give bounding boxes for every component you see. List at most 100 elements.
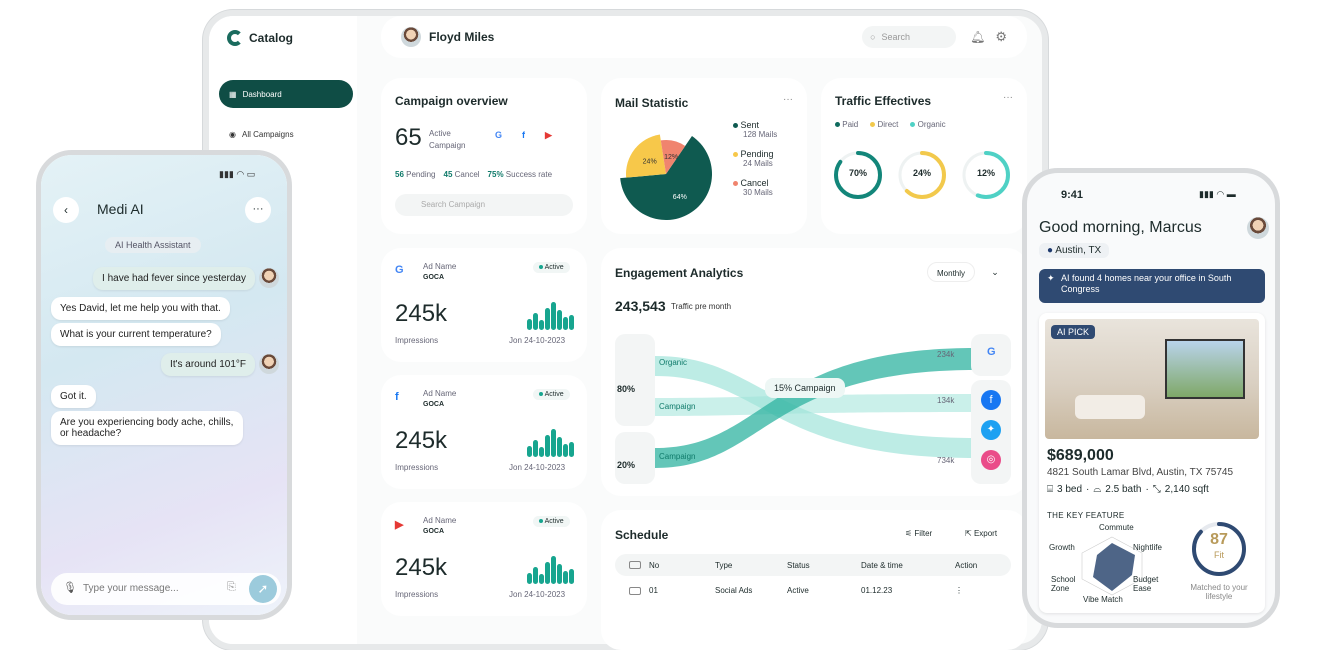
attach-icon[interactable]: ⎘ <box>227 581 236 593</box>
more-icon[interactable]: ··· <box>245 197 271 223</box>
greeting: Good morning, Marcus <box>1039 219 1202 236</box>
row-more-icon[interactable]: ⋮ <box>955 586 963 595</box>
brand[interactable]: Catalog <box>227 30 293 46</box>
period-select[interactable]: Monthly <box>927 262 975 282</box>
more-icon[interactable]: ··· <box>783 94 793 105</box>
bell-icon[interactable]: 🔔︎ <box>970 30 986 44</box>
chat-message: Are you experiencing body ache, chills, … <box>51 411 243 445</box>
mini-bar <box>551 302 556 330</box>
user-name: Floyd Miles <box>429 30 495 44</box>
mini-bar-chart <box>527 427 575 457</box>
radar-label: Budget Ease <box>1133 575 1159 593</box>
back-icon[interactable]: ‹ <box>53 197 79 223</box>
row-checkbox[interactable] <box>629 586 641 595</box>
bath-icon: ⌓ <box>1093 484 1102 495</box>
schedule-card: Schedule ⚟ Filter ⇱ Export No Type Statu… <box>601 510 1027 650</box>
card-title: Mail Statistic <box>615 96 689 110</box>
status-icons: ▮▮▮ ◠ ▬ <box>1199 189 1236 199</box>
radar-label: Nightlife <box>1133 543 1162 552</box>
export-button[interactable]: ⇱ Export <box>957 524 1006 543</box>
more-icon[interactable]: ··· <box>1003 92 1013 103</box>
dribbble-icon[interactable]: ◎ <box>981 450 1001 470</box>
twitter-icon[interactable]: ✦ <box>981 420 1001 440</box>
sidebar-item-all-campaigns[interactable]: ◉ All Campaigns <box>219 120 353 148</box>
mini-bar-chart <box>527 554 575 584</box>
legend-dot <box>835 122 840 127</box>
ad-card[interactable]: ▶ Ad Name GOCA Active 245k Impressions J… <box>381 502 587 616</box>
top-bar: Floyd Miles ○ Search 🔔︎ ⚙ <box>381 16 1027 58</box>
sidebar-item-label: All Campaigns <box>241 129 294 139</box>
facebook-icon[interactable]: f <box>522 130 526 140</box>
search-campaign-placeholder: Search Campaign <box>421 200 486 209</box>
google-icon[interactable]: G <box>495 130 503 140</box>
location-chip[interactable]: ● Austin, TX <box>1039 243 1110 258</box>
filter-icon: ⚟ <box>905 529 915 538</box>
impressions-label: Impressions <box>395 336 439 345</box>
radar-label: Commute <box>1099 523 1134 532</box>
search-campaign-input[interactable]: Search Campaign <box>395 194 573 216</box>
col-no[interactable]: No <box>649 560 660 570</box>
legend-item: Paid <box>835 120 858 129</box>
chat-message: Yes David, let me help you with that. <box>51 297 230 320</box>
chevron-down-icon[interactable]: ⌄ <box>991 267 999 277</box>
legend-dot <box>733 181 738 186</box>
ai-banner[interactable]: ✦ AI found 4 homes near your office in So… <box>1039 269 1265 303</box>
bed-icon: ⌸ <box>1047 484 1053 495</box>
flow-label: Campaign <box>659 402 696 411</box>
impressions-value: 245k <box>395 427 448 454</box>
message-input[interactable] <box>51 573 281 605</box>
ad-card[interactable]: G Ad Name GOCA Active 245k Impressions J… <box>381 248 587 362</box>
export-label: Export <box>973 529 998 538</box>
mini-bar <box>533 313 538 330</box>
search-placeholder: Search <box>881 32 911 42</box>
ad-name: GOCA <box>423 274 444 281</box>
ad-date: Jon 24-10-2023 <box>509 463 566 472</box>
legend-item: Cancel 30 Mails <box>733 178 777 197</box>
logo-icon <box>227 30 243 46</box>
house-photo[interactable] <box>1045 319 1259 439</box>
col-type[interactable]: Type <box>715 560 733 570</box>
mic-icon[interactable]: 🎙︎ <box>63 582 77 594</box>
ad-name: GOCA <box>423 401 444 408</box>
impressions-value: 245k <box>395 554 448 581</box>
legend-sub: 128 Mails <box>743 130 778 139</box>
ad-card[interactable]: f Ad Name GOCA Active 245k Impressions J… <box>381 375 587 489</box>
facebook-icon[interactable]: f <box>981 390 1001 410</box>
sidebar-item-dashboard[interactable]: ▦ Dashboard <box>219 80 353 108</box>
ring-chart: 24% <box>897 150 947 200</box>
filter-button[interactable]: ⚟ Filter <box>897 524 941 543</box>
campaign-icon: ◉ <box>229 129 236 139</box>
avatar[interactable] <box>1247 217 1269 239</box>
specs: ⌸ 3 bed · ⌓ 2.5 bath · ⤡ 2,140 sqft <box>1047 484 1209 495</box>
ai-pick-badge: AI PICK <box>1051 325 1096 339</box>
youtube-icon[interactable]: ▶ <box>545 130 552 140</box>
google-icon[interactable]: G <box>987 346 996 358</box>
col-date[interactable]: Date & time <box>861 560 903 570</box>
mini-bar <box>533 567 538 584</box>
avatar[interactable] <box>401 27 421 47</box>
legend-name: Paid <box>842 120 859 129</box>
legend-item: Sent 128 Mails <box>733 120 777 139</box>
legend-dot <box>910 122 916 127</box>
mini-bar <box>551 429 556 457</box>
success-label: Success rate <box>505 170 553 179</box>
mini-bar <box>539 447 544 457</box>
pie-slice <box>660 140 686 174</box>
pending-count: 56 <box>395 170 404 179</box>
mini-bar <box>545 307 550 330</box>
traffic-rings: 70% 24% 12% <box>833 150 1011 200</box>
select-all-checkbox[interactable] <box>629 561 641 569</box>
filter-label: Filter <box>914 529 933 538</box>
ring-chart: 70% <box>833 150 883 200</box>
sqft: 2,140 sqft <box>1164 484 1209 495</box>
send-button[interactable]: ➚ <box>249 575 277 603</box>
table-row[interactable]: 01 Social Ads Active 01.12.23 ⋮ <box>615 586 1011 595</box>
col-action: Action <box>955 560 978 570</box>
search-input[interactable]: ○ Search <box>862 26 957 48</box>
gear-icon[interactable]: ⚙ <box>995 29 1007 44</box>
ad-date: Jon 24-10-2023 <box>509 590 566 599</box>
legend-dot <box>733 123 738 128</box>
fit-label: Fit <box>1214 550 1224 560</box>
col-status[interactable]: Status <box>787 560 810 570</box>
